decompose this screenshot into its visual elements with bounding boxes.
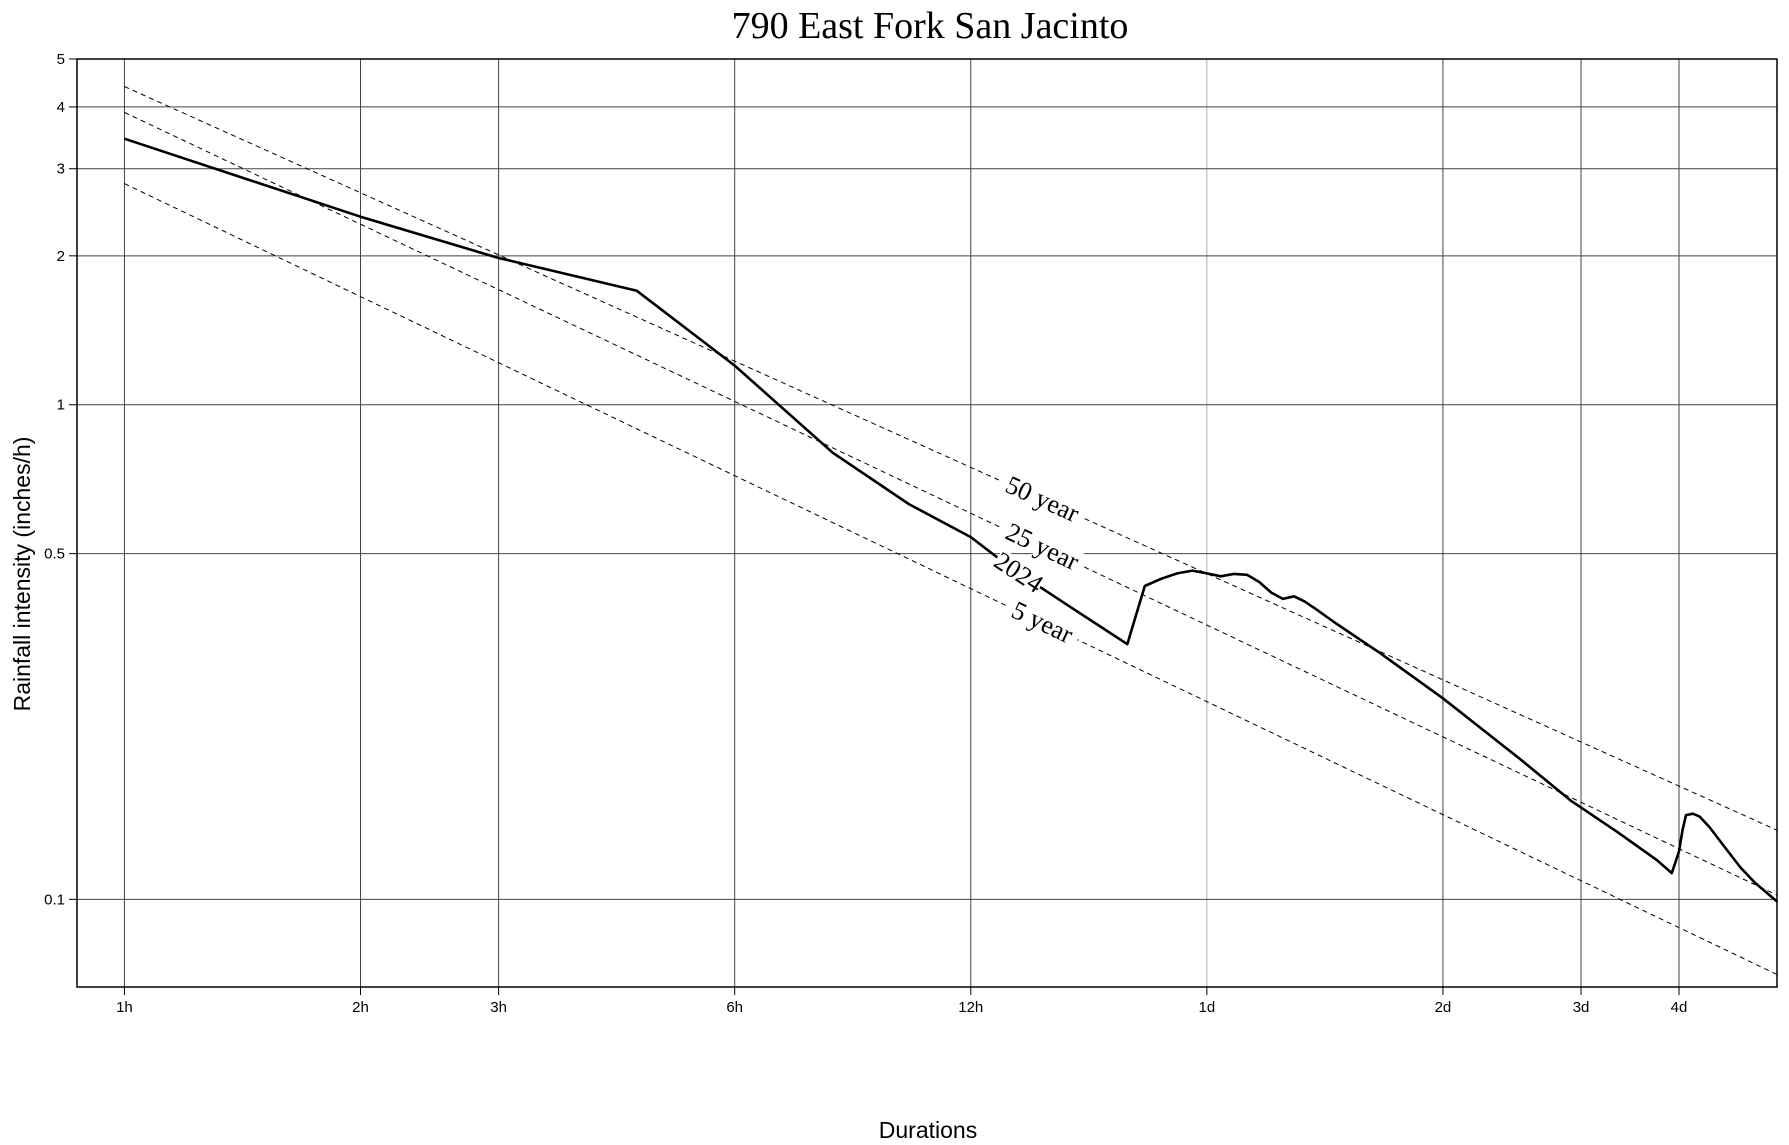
y-tick-label-1: 1 [57, 397, 65, 414]
curve-label-bg-25-year [996, 516, 1089, 576]
x-tick-label-6h: 6h [726, 999, 743, 1016]
series-line-5-year [124, 183, 1778, 975]
series-line-50-year [124, 86, 1778, 831]
series-line-25-year [124, 111, 1778, 896]
y-tick-label-2: 2 [57, 248, 65, 265]
y-tick-label-5: 5 [57, 51, 65, 68]
x-tick-label-2h: 2h [352, 999, 369, 1016]
x-axis-label: Durations [879, 1117, 977, 1143]
series-layer [123, 86, 1778, 975]
curve-label-bg-2024 [991, 548, 1047, 596]
chart-title: 790 East Fork San Jacinto [732, 5, 1129, 47]
x-tick-label-2d: 2d [1435, 999, 1452, 1016]
series-line-2024 [123, 137, 1778, 903]
x-tick-label-1h: 1h [116, 999, 133, 1016]
plot-area-frame [76, 58, 1778, 988]
y-axis-label: Rainfall intensity (inches/h) [9, 437, 35, 712]
curve-label-bg-50-year [996, 469, 1089, 528]
y-tick-label-3: 3 [57, 161, 65, 178]
x-tick-label-3h: 3h [490, 999, 507, 1016]
y-tick-label-0.5: 0.5 [44, 546, 65, 563]
curve-label-5-year: 5 year [1002, 595, 1083, 649]
x-tick-label-3d: 3d [1573, 999, 1590, 1016]
y-tick-label-4: 4 [57, 99, 65, 116]
curve-label-bg-5-year [1002, 595, 1083, 649]
x-tick-label-4d: 4d [1671, 999, 1688, 1016]
axis-ticks: 1h 2h 3h 6h 12h 1d 2d 3d 4d 0.1 0.5 1 2 3 4 5 [44, 51, 1687, 1016]
x-tick-label-1d: 1d [1199, 999, 1216, 1016]
grid [77, 58, 1777, 987]
x-tick-label-12h: 12h [958, 999, 983, 1016]
y-tick-label-0.1: 0.1 [44, 891, 65, 908]
